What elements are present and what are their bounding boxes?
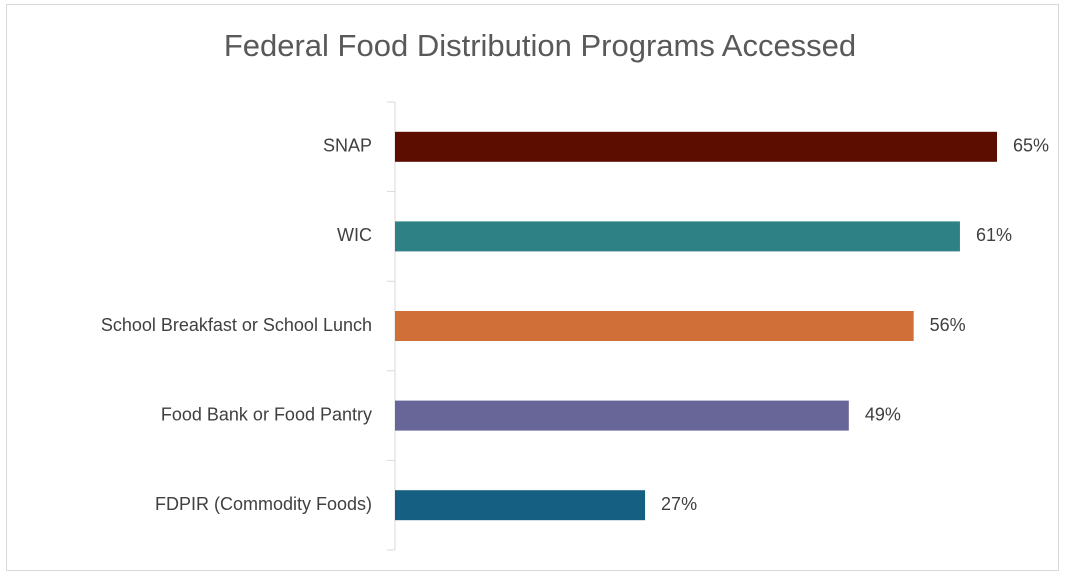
bar [395,311,914,341]
chart-title: Federal Food Distribution Programs Acces… [224,28,856,63]
y-tick-label: SNAP [323,136,372,156]
y-tick-label: FDPIR (Commodity Foods) [155,494,372,514]
data-label: 56% [930,315,966,335]
data-label: 61% [976,225,1012,245]
y-tick-label: School Breakfast or School Lunch [101,315,372,335]
bar [395,131,997,162]
y-tick-label: Food Bank or Food Pantry [161,404,372,424]
data-label: 65% [1013,136,1049,156]
bar [395,221,960,252]
y-tick-label: WIC [337,225,372,245]
chart-border [6,4,1059,571]
bar [395,490,646,521]
bar [395,400,849,431]
data-label: 49% [865,404,901,424]
data-label: 27% [661,494,697,514]
